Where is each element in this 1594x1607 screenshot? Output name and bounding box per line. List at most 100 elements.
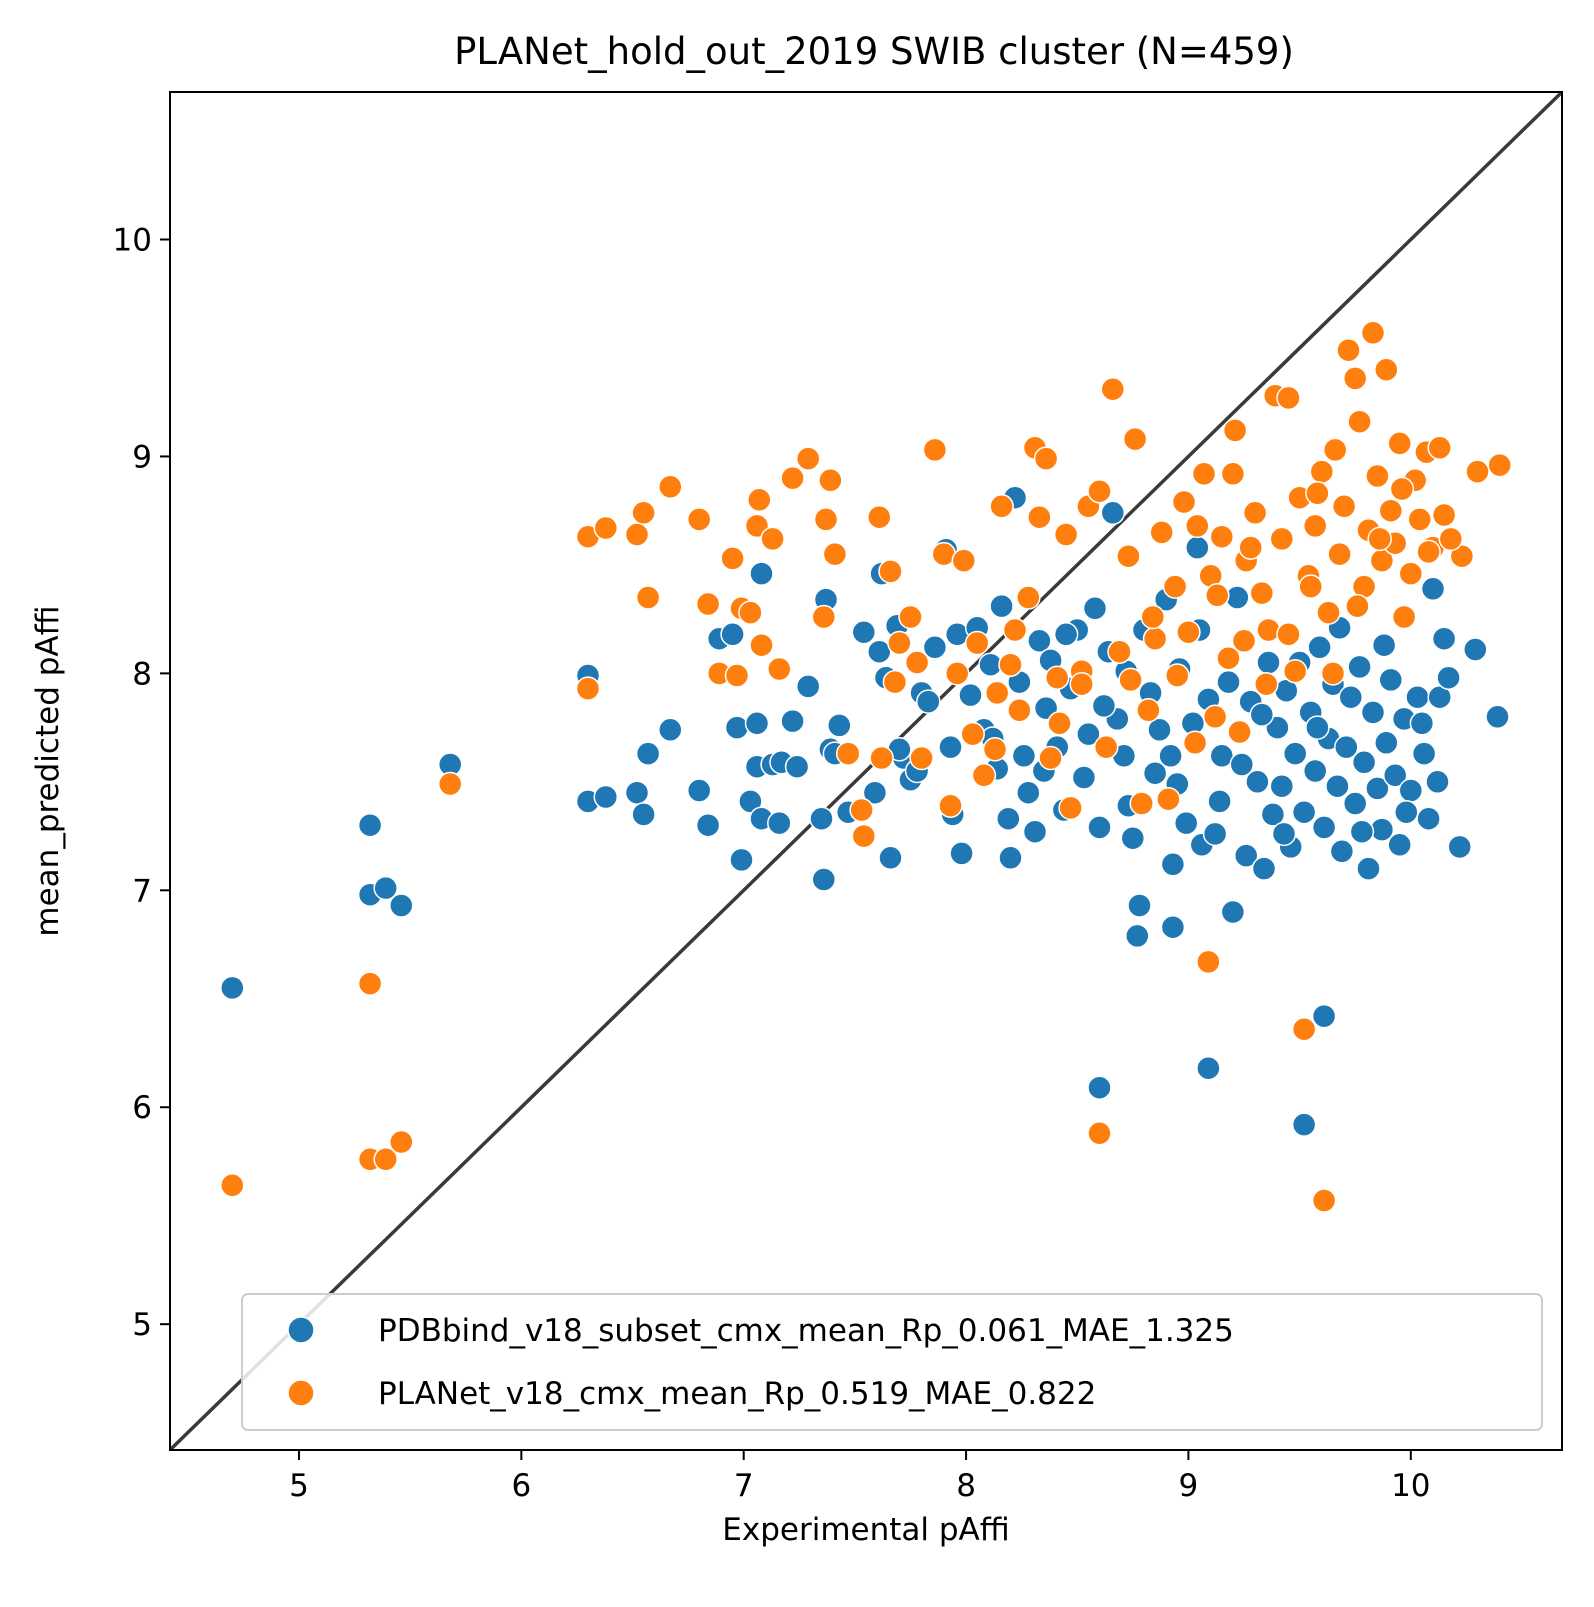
data-point (998, 652, 1023, 677)
data-point (1158, 743, 1183, 769)
data-point (1269, 526, 1295, 552)
data-point (811, 867, 837, 892)
data-point (1222, 418, 1248, 443)
x-tick-label: 5 (289, 1468, 309, 1504)
data-point (389, 1129, 414, 1155)
data-point (878, 559, 903, 584)
x-tick-label: 8 (956, 1468, 976, 1504)
legend-marker-pdbbind (287, 1316, 315, 1344)
legend-box (241, 1293, 1543, 1431)
data-point (1371, 632, 1397, 658)
data-point (1238, 535, 1263, 560)
data-point (938, 793, 963, 818)
data-point (631, 500, 656, 526)
points-layer (220, 320, 1512, 1213)
data-point (1245, 769, 1270, 795)
data-point (1069, 671, 1094, 697)
data-point (749, 561, 774, 586)
data-point (749, 632, 774, 658)
data-point (1282, 658, 1308, 684)
data-point (1185, 513, 1210, 539)
data-point (998, 845, 1023, 871)
data-point (1436, 665, 1461, 690)
data-point (1338, 684, 1364, 710)
data-point (593, 784, 619, 810)
data-point (593, 515, 619, 541)
data-point (851, 619, 877, 645)
x-tick-label: 6 (511, 1468, 531, 1504)
y-tick-label: 6 (132, 1090, 152, 1126)
data-point (1342, 791, 1368, 816)
data-point (1347, 654, 1372, 680)
data-point (658, 474, 683, 500)
data-point (1160, 852, 1186, 877)
data-point (1356, 856, 1381, 881)
data-point (1365, 463, 1390, 489)
data-point (373, 875, 398, 901)
y-tick-label: 10 (113, 223, 152, 259)
data-point (989, 593, 1014, 619)
data-point (1382, 763, 1408, 788)
data-point (724, 663, 750, 688)
data-point (1374, 357, 1399, 382)
data-point (996, 806, 1021, 831)
data-point (760, 526, 785, 552)
data-point (1302, 758, 1328, 784)
data-point (851, 823, 877, 849)
data-point (1431, 502, 1457, 528)
data-point (724, 715, 750, 740)
data-point (635, 741, 661, 766)
data-point (989, 494, 1014, 519)
data-point (1185, 535, 1210, 560)
x-tick-label: 10 (1391, 1468, 1430, 1504)
data-point (1053, 522, 1079, 547)
data-point (1291, 1016, 1317, 1042)
data-point (1307, 635, 1332, 660)
data-point (922, 437, 948, 463)
data-point (811, 604, 837, 630)
data-point (1465, 459, 1490, 484)
data-point (1216, 645, 1241, 671)
data-point (1305, 481, 1330, 506)
data-point (1291, 799, 1317, 825)
data-point (1173, 810, 1199, 836)
data-point (1053, 622, 1079, 647)
data-point (958, 682, 983, 708)
data-point (1311, 1003, 1337, 1029)
data-point (1276, 385, 1301, 411)
data-point (1122, 426, 1148, 452)
data-point (951, 548, 977, 573)
data-point (1269, 773, 1295, 799)
data-point (695, 812, 721, 838)
data-point (1229, 752, 1255, 777)
identity-line (170, 92, 1562, 1450)
data-point (1047, 711, 1072, 736)
data-point (1336, 337, 1361, 363)
data-point (1082, 596, 1108, 621)
data-point (1107, 639, 1132, 664)
data-point (1156, 786, 1181, 812)
data-point (1140, 604, 1166, 630)
x-axis-title: Experimental pAffi (722, 1512, 1009, 1548)
data-point (1127, 893, 1152, 918)
data-point (658, 717, 683, 743)
data-point (1438, 526, 1464, 552)
data-point (1249, 580, 1275, 606)
data-point (938, 734, 963, 760)
data-point (984, 680, 1010, 706)
y-tick-label: 7 (132, 873, 152, 909)
legend: PDBbind_v18_subset_cmx_mean_Rp_0.061_MAE… (241, 1293, 1543, 1431)
data-point (1416, 539, 1441, 565)
data-point (1202, 704, 1228, 730)
data-point (220, 975, 245, 1001)
data-point (1391, 604, 1417, 630)
data-point (738, 789, 763, 814)
data-point (1147, 717, 1172, 743)
data-point (827, 713, 852, 738)
data-point (1171, 489, 1197, 515)
data-point (686, 507, 712, 532)
legend-label-planet: PLANet_v18_cmx_mean_Rp_0.519_MAE_0.822 (378, 1376, 1096, 1412)
data-point (635, 585, 661, 610)
data-point (1120, 825, 1146, 851)
